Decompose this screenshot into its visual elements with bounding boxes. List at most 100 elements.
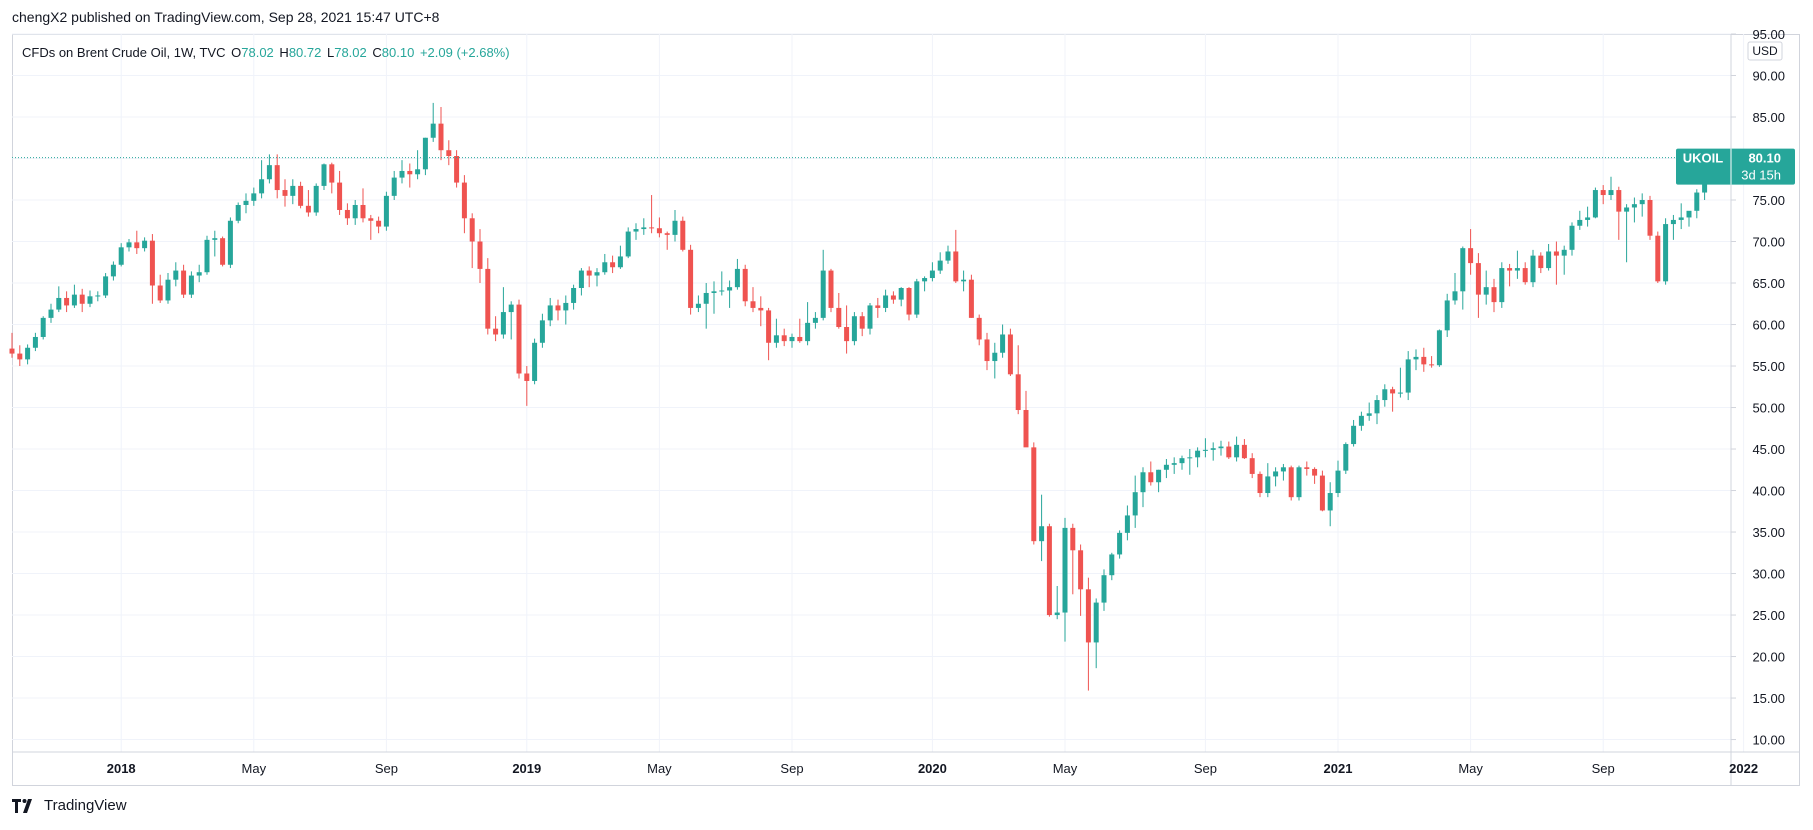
candle-body — [781, 335, 787, 342]
candle-body — [142, 240, 148, 249]
candle-body — [656, 228, 662, 234]
candle-body — [1694, 192, 1700, 211]
candle — [524, 366, 530, 406]
candle — [664, 231, 670, 250]
legend-low-label: L — [326, 45, 335, 60]
candle — [1694, 189, 1700, 219]
candle — [1062, 517, 1068, 642]
candle-body — [1553, 251, 1559, 256]
candle — [1514, 250, 1520, 279]
candle-body — [1148, 472, 1154, 483]
candle — [321, 163, 327, 191]
x-tick-label: Sep — [1194, 761, 1217, 776]
candle-body — [1234, 444, 1240, 458]
candle — [360, 188, 366, 223]
x-tick-label: Sep — [1592, 761, 1615, 776]
candle-body — [1195, 450, 1201, 458]
candle — [1483, 270, 1489, 305]
candle-body — [485, 268, 491, 329]
candle-body — [1616, 190, 1622, 212]
candle-body — [547, 305, 553, 321]
candle — [742, 264, 748, 307]
candle — [617, 245, 623, 269]
candle-body — [399, 170, 405, 178]
candle — [563, 295, 569, 325]
candle — [454, 150, 460, 188]
candle-body — [376, 220, 382, 227]
candle-body — [1062, 527, 1068, 613]
candle-body — [1023, 410, 1029, 448]
candle-body — [1070, 527, 1076, 551]
candle — [1553, 241, 1559, 285]
candle-body — [360, 204, 366, 219]
candle — [1265, 463, 1271, 498]
candle — [1647, 195, 1653, 240]
candle-body — [1382, 389, 1388, 401]
candle — [157, 274, 163, 303]
tradingview-brand[interactable]: TradingView — [12, 797, 127, 814]
candle — [1561, 245, 1567, 275]
candle — [1319, 470, 1325, 512]
candle-body — [594, 272, 600, 276]
candle-body — [1655, 235, 1661, 282]
candle — [1007, 328, 1013, 376]
candle — [1226, 441, 1232, 459]
candle-body — [992, 352, 998, 362]
candle-body — [820, 270, 826, 318]
candle-body — [344, 209, 350, 219]
y-tick-label: 90.00 — [1752, 69, 1785, 84]
candle — [220, 236, 226, 267]
tradingview-brand-text: TradingView — [44, 797, 127, 814]
candle — [188, 271, 194, 298]
candle-body — [773, 335, 779, 343]
candle — [204, 235, 210, 275]
candle-body — [1343, 444, 1349, 471]
candle-body — [438, 123, 444, 151]
candle — [126, 239, 132, 252]
candle-body — [836, 307, 842, 328]
candle-body — [641, 227, 647, 230]
candle-body — [56, 297, 62, 310]
candle-body — [461, 182, 467, 219]
candle-body — [251, 193, 257, 201]
candle — [95, 291, 101, 302]
candle — [368, 214, 374, 240]
candle-body — [516, 304, 522, 374]
candle-body — [1304, 467, 1310, 469]
candle-body — [1421, 356, 1427, 365]
candle — [1101, 569, 1107, 611]
candle-body — [1179, 458, 1185, 464]
candle-body — [1140, 472, 1146, 493]
candle — [1218, 440, 1224, 456]
candle — [1140, 467, 1146, 508]
candle — [1335, 460, 1341, 498]
candle-body — [1569, 225, 1575, 250]
legend-change: +2.09 (+2.68%) — [419, 45, 510, 60]
legend-high-label: H — [279, 45, 289, 60]
candle — [446, 140, 452, 166]
candle — [181, 264, 187, 298]
candle-body — [1592, 190, 1598, 218]
candle — [469, 213, 475, 269]
legend-instrument[interactable]: CFDs on Brent Crude Oil, 1W, TVC — [22, 45, 226, 60]
candle — [391, 170, 397, 201]
candle — [32, 332, 38, 352]
candle-body — [1413, 356, 1419, 360]
candle-body — [477, 241, 483, 269]
candle-body — [1538, 255, 1544, 269]
candle — [1031, 442, 1037, 545]
candle — [1312, 467, 1318, 484]
currency-badge[interactable]: USD — [1747, 41, 1783, 61]
candle-body — [126, 242, 132, 248]
candle-body — [266, 165, 272, 180]
candle — [1530, 249, 1536, 288]
candle-body — [103, 276, 109, 296]
candle-body — [571, 287, 577, 303]
candle — [1015, 345, 1021, 415]
last-price-tag — [1676, 148, 1795, 185]
candle — [118, 243, 124, 267]
candle — [430, 102, 436, 142]
candle — [867, 302, 873, 335]
grid — [12, 33, 1745, 752]
